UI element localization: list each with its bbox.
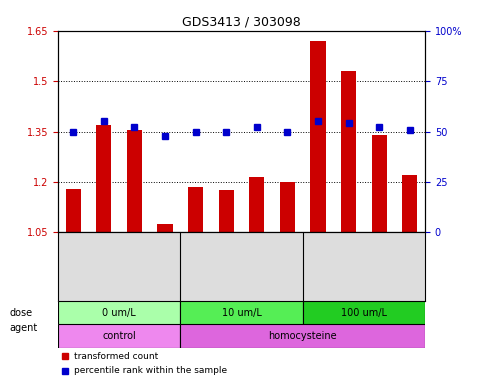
Text: 0 um/L: 0 um/L [102,308,136,318]
Text: 100 um/L: 100 um/L [341,308,387,318]
Bar [402,175,417,232]
FancyBboxPatch shape [180,324,425,348]
FancyBboxPatch shape [303,301,425,324]
Title: GDS3413 / 303098: GDS3413 / 303098 [182,15,301,28]
Text: percentile rank within the sample: percentile rank within the sample [74,366,227,375]
Bar [188,187,203,232]
FancyBboxPatch shape [58,324,180,348]
Bar [341,71,356,232]
Text: control: control [102,331,136,341]
FancyBboxPatch shape [180,301,303,324]
Bar [157,224,173,232]
Bar [127,130,142,232]
Bar [219,190,234,232]
Text: agent: agent [10,323,38,333]
Text: homocysteine: homocysteine [269,331,337,341]
Bar [66,189,81,232]
Text: dose: dose [10,308,33,318]
Text: 10 um/L: 10 um/L [222,308,261,318]
Bar [249,177,265,232]
Bar [311,41,326,232]
Bar [371,135,387,232]
FancyBboxPatch shape [58,301,180,324]
Text: transformed count: transformed count [74,352,159,361]
Bar [96,125,112,232]
Bar [280,182,295,232]
